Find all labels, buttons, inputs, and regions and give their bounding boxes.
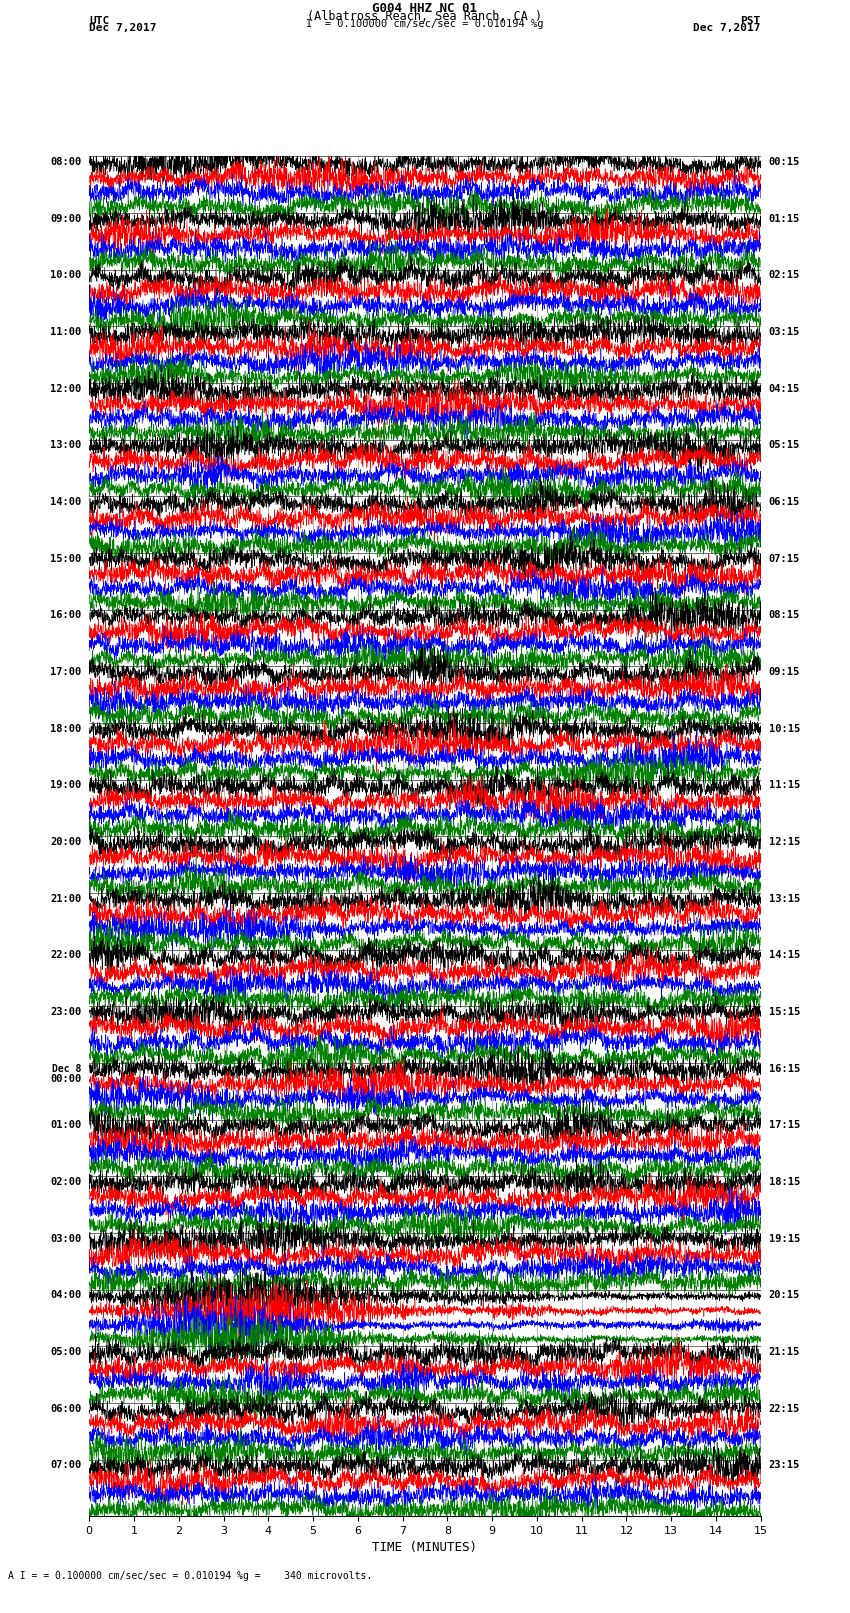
Text: A I = = 0.100000 cm/sec/sec = 0.010194 %g =    340 microvolts.: A I = = 0.100000 cm/sec/sec = 0.010194 %… xyxy=(8,1571,373,1581)
Text: 11:15: 11:15 xyxy=(768,781,800,790)
Text: 09:15: 09:15 xyxy=(768,668,800,677)
Text: 17:00: 17:00 xyxy=(50,668,82,677)
Text: Dec 7,2017: Dec 7,2017 xyxy=(694,23,761,32)
Text: 15:00: 15:00 xyxy=(50,553,82,565)
Text: 02:00: 02:00 xyxy=(50,1177,82,1187)
Text: 08:00: 08:00 xyxy=(50,156,82,168)
Text: 05:15: 05:15 xyxy=(768,440,800,450)
Text: 16:15: 16:15 xyxy=(768,1063,800,1074)
Text: 20:15: 20:15 xyxy=(768,1290,800,1300)
Text: 23:15: 23:15 xyxy=(768,1460,800,1471)
Text: 12:15: 12:15 xyxy=(768,837,800,847)
Text: 07:15: 07:15 xyxy=(768,553,800,565)
Text: (Albatross Reach, Sea Ranch, CA ): (Albatross Reach, Sea Ranch, CA ) xyxy=(308,10,542,23)
Text: 21:00: 21:00 xyxy=(50,894,82,903)
Text: 03:15: 03:15 xyxy=(768,327,800,337)
Text: UTC: UTC xyxy=(89,16,110,26)
Text: 22:00: 22:00 xyxy=(50,950,82,960)
Text: 00:00: 00:00 xyxy=(50,1074,82,1084)
Text: 02:15: 02:15 xyxy=(768,271,800,281)
Text: 19:00: 19:00 xyxy=(50,781,82,790)
Text: 04:00: 04:00 xyxy=(50,1290,82,1300)
Text: 01:00: 01:00 xyxy=(50,1121,82,1131)
Text: 13:00: 13:00 xyxy=(50,440,82,450)
Text: 19:15: 19:15 xyxy=(768,1234,800,1244)
Text: 13:15: 13:15 xyxy=(768,894,800,903)
Text: 15:15: 15:15 xyxy=(768,1007,800,1018)
Text: G004 HHZ NC 01: G004 HHZ NC 01 xyxy=(372,3,478,16)
Text: Dec 8: Dec 8 xyxy=(52,1063,82,1074)
Text: 08:15: 08:15 xyxy=(768,610,800,621)
Text: 10:15: 10:15 xyxy=(768,724,800,734)
Text: PST: PST xyxy=(740,16,761,26)
Text: Dec 7,2017: Dec 7,2017 xyxy=(89,23,156,32)
Text: 04:15: 04:15 xyxy=(768,384,800,394)
Text: 16:00: 16:00 xyxy=(50,610,82,621)
Text: 11:00: 11:00 xyxy=(50,327,82,337)
Text: 07:00: 07:00 xyxy=(50,1460,82,1471)
Text: 18:00: 18:00 xyxy=(50,724,82,734)
Text: 03:00: 03:00 xyxy=(50,1234,82,1244)
Text: 01:15: 01:15 xyxy=(768,215,800,224)
Text: 12:00: 12:00 xyxy=(50,384,82,394)
Text: 14:00: 14:00 xyxy=(50,497,82,506)
Text: 10:00: 10:00 xyxy=(50,271,82,281)
Text: 14:15: 14:15 xyxy=(768,950,800,960)
Text: 06:00: 06:00 xyxy=(50,1403,82,1413)
Text: 06:15: 06:15 xyxy=(768,497,800,506)
Text: 09:00: 09:00 xyxy=(50,215,82,224)
Text: 00:15: 00:15 xyxy=(768,156,800,168)
Text: 20:00: 20:00 xyxy=(50,837,82,847)
Text: 05:00: 05:00 xyxy=(50,1347,82,1357)
Text: I  = 0.100000 cm/sec/sec = 0.010194 %g: I = 0.100000 cm/sec/sec = 0.010194 %g xyxy=(306,19,544,29)
Text: 22:15: 22:15 xyxy=(768,1403,800,1413)
X-axis label: TIME (MINUTES): TIME (MINUTES) xyxy=(372,1542,478,1555)
Text: 17:15: 17:15 xyxy=(768,1121,800,1131)
Text: 21:15: 21:15 xyxy=(768,1347,800,1357)
Text: 18:15: 18:15 xyxy=(768,1177,800,1187)
Text: 23:00: 23:00 xyxy=(50,1007,82,1018)
